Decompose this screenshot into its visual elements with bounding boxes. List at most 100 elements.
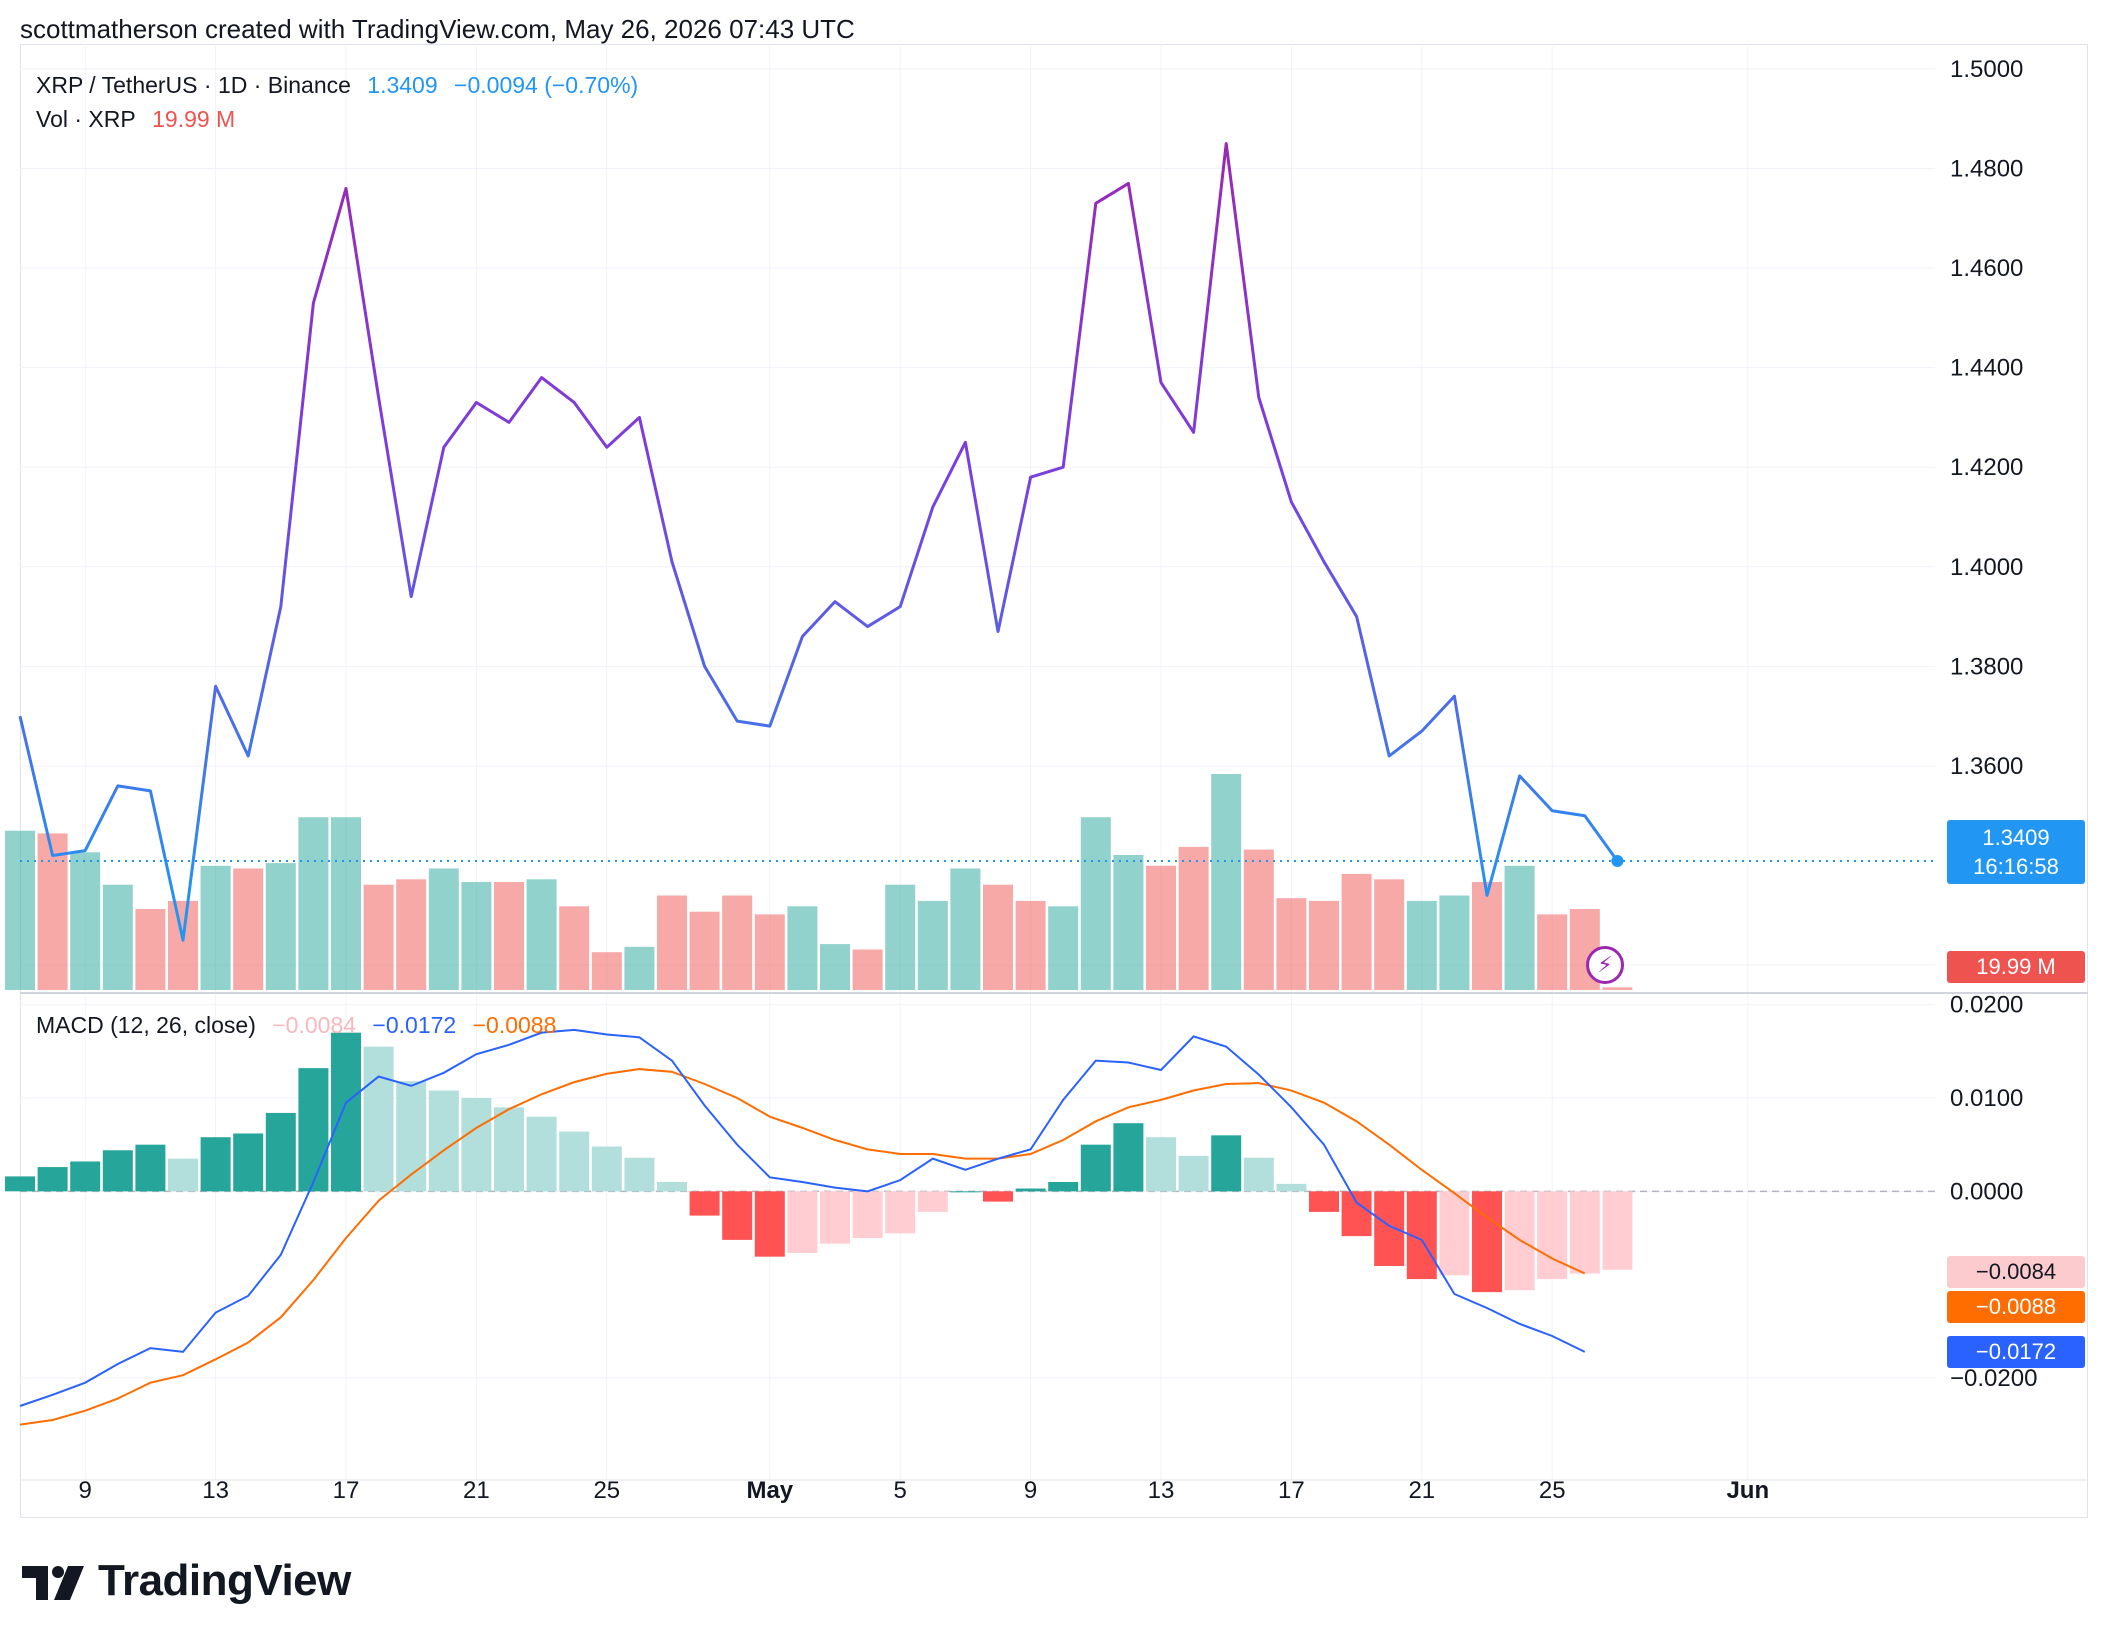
macd-hist-value: −0.0084 xyxy=(272,1012,357,1038)
volume-bar xyxy=(983,884,1013,990)
macd-legend: MACD (12, 26, close) −0.0084 −0.0172 −0.… xyxy=(36,1012,566,1039)
macd-histogram-bar xyxy=(1113,1123,1144,1192)
last-price-dot xyxy=(1611,855,1624,868)
volume-bar xyxy=(1146,865,1176,990)
symbol-label[interactable]: XRP / TetherUS · 1D · Binance xyxy=(36,72,351,98)
volume-bar xyxy=(1374,879,1405,990)
price-axis-label: 1.3800 xyxy=(1950,653,2023,680)
macd-histogram-bar xyxy=(559,1131,590,1192)
volume-bar xyxy=(1439,895,1470,990)
macd-histogram-bar xyxy=(1211,1135,1242,1192)
macd-axis-label: 0.0100 xyxy=(1950,1085,2023,1112)
macd-histogram-bar xyxy=(754,1191,785,1257)
price-change-label: −0.0094 (−0.70%) xyxy=(454,72,639,98)
macd-histogram-bar xyxy=(1374,1191,1405,1266)
macd-histogram-bar xyxy=(1243,1157,1274,1192)
volume-bar xyxy=(37,833,68,990)
macd-histogram-bar xyxy=(591,1146,622,1192)
time-axis-label: 17 xyxy=(1278,1477,1305,1504)
volume-bar xyxy=(1211,774,1242,990)
time-axis-label: 17 xyxy=(333,1477,360,1504)
volume-bar xyxy=(689,911,720,990)
time-axis-label: May xyxy=(746,1477,793,1504)
macd-signal-tag: −0.0088 xyxy=(1947,1291,2085,1323)
macd-histogram-bar xyxy=(233,1133,264,1192)
countdown-tag-value: 16:16:58 xyxy=(1973,854,2059,879)
macd-histogram-bar xyxy=(461,1098,492,1192)
macd-line xyxy=(19,1028,1586,1407)
macd-axis-label: 0.0200 xyxy=(1950,992,2023,1019)
macd-histogram-bar xyxy=(1276,1183,1307,1192)
macd-histogram-bar xyxy=(689,1191,720,1216)
macd-histogram-bar xyxy=(1537,1191,1568,1280)
time-axis-label: 21 xyxy=(463,1477,490,1504)
macd-histogram-bar xyxy=(494,1107,524,1192)
brand-name: TradingView xyxy=(98,1556,351,1605)
macd-histogram-bar xyxy=(70,1161,101,1192)
lightning-icon[interactable]: ⚡ xyxy=(1586,946,1624,984)
price-axis-label: 1.3600 xyxy=(1950,753,2023,780)
volume-bar xyxy=(494,882,524,990)
volume-bar xyxy=(363,884,394,990)
volume-label[interactable]: Vol · XRP xyxy=(36,106,136,132)
time-axis-label: 5 xyxy=(894,1477,907,1504)
price-axis-label: 1.4600 xyxy=(1950,255,2023,282)
macd-axis-label: 0.0000 xyxy=(1950,1178,2023,1205)
macd-histogram-bar xyxy=(1602,1191,1633,1270)
macd-histogram-bar xyxy=(1569,1191,1600,1274)
symbol-legend: XRP / TetherUS · 1D · Binance 1.3409 −0.… xyxy=(36,72,648,99)
macd-histogram-bar xyxy=(787,1191,818,1253)
volume-bar xyxy=(591,952,622,990)
volume-bar xyxy=(526,879,557,990)
macd-label[interactable]: MACD (12, 26, close) xyxy=(36,1012,256,1038)
macd-histogram-bar xyxy=(1015,1188,1046,1192)
macd-histogram-bar xyxy=(1439,1191,1470,1276)
volume-bar xyxy=(1015,900,1046,990)
volume-bar xyxy=(624,946,655,990)
price-line xyxy=(18,142,1619,942)
macd-histogram-bar xyxy=(624,1157,655,1192)
volume-bar xyxy=(461,882,492,990)
last-price-tag: 1.3409 16:16:58 xyxy=(1947,820,2085,884)
macd-axis-label: −0.0200 xyxy=(1950,1365,2037,1392)
macd-histogram-bar xyxy=(1048,1182,1079,1192)
tradingview-logo[interactable]: TradingView xyxy=(22,1556,351,1606)
macd-histogram-bar xyxy=(331,1032,361,1192)
volume-bar xyxy=(1537,914,1568,990)
price-axis-label: 1.4200 xyxy=(1950,454,2023,481)
macd-histogram-bar xyxy=(1309,1191,1339,1212)
macd-histogram-bar xyxy=(396,1081,427,1192)
volume-bar xyxy=(1113,855,1144,990)
macd-histogram-bar xyxy=(1080,1144,1111,1192)
volume-bar xyxy=(102,884,133,990)
volume-bar xyxy=(1276,898,1307,990)
macd-signal-value: −0.0088 xyxy=(472,1012,557,1038)
chart-frame xyxy=(20,44,2088,1518)
volume-bar xyxy=(331,817,361,990)
volume-bar xyxy=(70,852,101,990)
macd-line-value: −0.0172 xyxy=(372,1012,457,1038)
macd-histogram-bar xyxy=(135,1144,166,1192)
macd-histogram-bar xyxy=(1472,1191,1502,1293)
macd-histogram-bar xyxy=(657,1182,687,1192)
macd-histogram-bar xyxy=(200,1137,231,1192)
macd-histogram-bar xyxy=(852,1191,883,1238)
volume-bar xyxy=(754,914,785,990)
volume-legend: Vol · XRP 19.99 M xyxy=(36,106,245,133)
volume-bar xyxy=(265,863,296,990)
volume-value: 19.99 M xyxy=(152,106,236,132)
price-axis-label: 1.4800 xyxy=(1950,155,2023,182)
volume-bar xyxy=(1504,865,1535,990)
volume-bar xyxy=(950,868,981,990)
time-axis-label: Jun xyxy=(1726,1477,1769,1504)
volume-bar xyxy=(657,895,687,990)
volume-bar xyxy=(1243,849,1274,990)
time-axis-label: 13 xyxy=(1148,1477,1175,1504)
volume-bar xyxy=(1178,846,1209,990)
macd-histogram-bar xyxy=(168,1158,198,1192)
volume-bar xyxy=(787,906,818,990)
volume-bar xyxy=(1309,900,1339,990)
macd-histogram-bar xyxy=(820,1191,850,1244)
macd-histogram-bar xyxy=(983,1191,1013,1202)
